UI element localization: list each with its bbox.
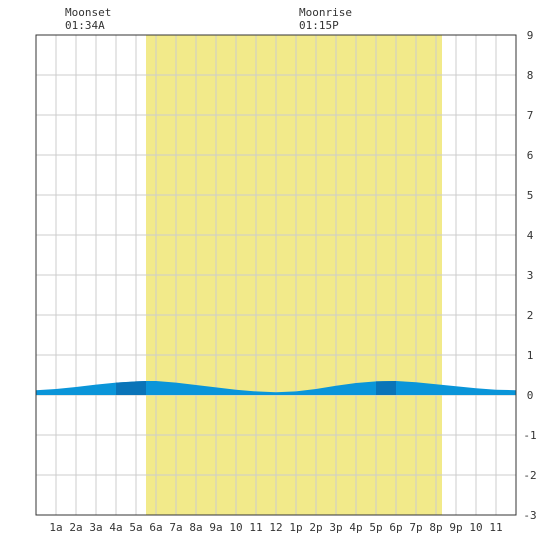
x-tick-label: 3a bbox=[89, 521, 102, 534]
x-tick-label: 10 bbox=[469, 521, 482, 534]
x-tick-label: 1a bbox=[49, 521, 62, 534]
y-tick-labels: 9 8 7 6 5 4 3 2 1 0 -1 -2 -3 bbox=[523, 29, 536, 522]
y-tick-label: 3 bbox=[527, 269, 534, 282]
tide-high-water-block bbox=[116, 381, 146, 395]
x-tick-label: 7p bbox=[409, 521, 422, 534]
y-tick-label: 1 bbox=[527, 349, 534, 362]
x-tick-label: 10 bbox=[229, 521, 242, 534]
x-tick-label: 8p bbox=[429, 521, 442, 534]
plot-border bbox=[35, 34, 517, 516]
y-tick-label: 9 bbox=[527, 29, 534, 42]
x-tick-label: 4p bbox=[349, 521, 362, 534]
y-tick-label: 6 bbox=[527, 149, 534, 162]
y-tick-label: 7 bbox=[527, 109, 534, 122]
x-tick-label: 5p bbox=[369, 521, 382, 534]
x-tick-labels: 1a 2a 3a 4a 5a 6a 7a 8a 9a 10 11 12 1p 2p 3p 4p 5p 6p 7p 8p… bbox=[49, 521, 502, 534]
y-tick-label: 5 bbox=[527, 189, 534, 202]
y-tick-label: -1 bbox=[523, 429, 536, 442]
y-tick-label: -2 bbox=[523, 469, 536, 482]
moonset-time: 01:34A bbox=[65, 19, 105, 32]
x-tick-label: 5a bbox=[129, 521, 142, 534]
x-tick-label: 2a bbox=[69, 521, 82, 534]
y-tick-label: 2 bbox=[527, 309, 534, 322]
x-tick-label: 2p bbox=[309, 521, 322, 534]
grid-lines bbox=[36, 35, 516, 515]
x-tick-label: 8a bbox=[189, 521, 202, 534]
y-tick-label: -3 bbox=[523, 509, 536, 522]
y-tick-label: 0 bbox=[527, 389, 534, 402]
moonset-label: Moonset bbox=[65, 6, 111, 19]
x-tick-label: 12 bbox=[269, 521, 282, 534]
moonrise-label: Moonrise bbox=[299, 6, 352, 19]
x-tick-label: 9p bbox=[449, 521, 462, 534]
x-tick-label: 7a bbox=[169, 521, 182, 534]
x-tick-label: 6a bbox=[149, 521, 162, 534]
y-tick-label: 4 bbox=[527, 229, 534, 242]
x-tick-label: 11 bbox=[249, 521, 262, 534]
x-tick-label: 6p bbox=[389, 521, 402, 534]
x-tick-label: 9a bbox=[209, 521, 222, 534]
moonrise-time: 01:15P bbox=[299, 19, 339, 32]
x-tick-label: 3p bbox=[329, 521, 342, 534]
tide-high-water-block bbox=[376, 381, 396, 395]
y-tick-label: 8 bbox=[527, 69, 534, 82]
x-tick-label: 4a bbox=[109, 521, 122, 534]
x-tick-label: 1p bbox=[289, 521, 302, 534]
x-tick-label: 11 bbox=[489, 521, 502, 534]
